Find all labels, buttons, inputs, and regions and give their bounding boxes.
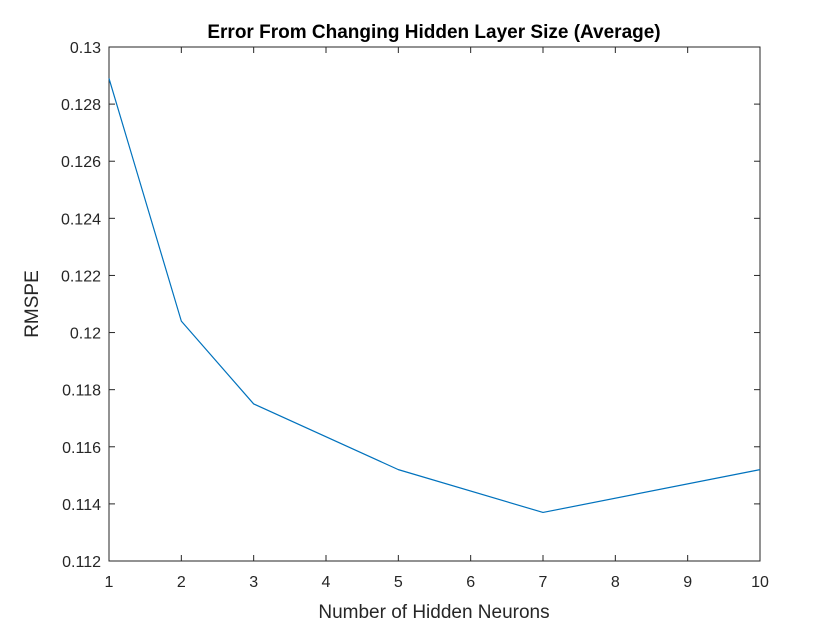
plot-area <box>109 47 760 561</box>
y-tick-label: 0.128 <box>61 97 101 114</box>
x-tick-label: 8 <box>611 574 620 591</box>
x-tick-label: 6 <box>466 574 475 591</box>
x-tick-label: 10 <box>751 574 769 591</box>
x-tick-label: 5 <box>394 574 403 591</box>
y-tick-label: 0.124 <box>61 211 101 228</box>
y-tick-label: 0.12 <box>70 326 101 343</box>
y-tick-label: 0.114 <box>62 497 101 514</box>
y-tick-label: 0.126 <box>61 154 101 171</box>
x-tick-label: 4 <box>322 574 331 591</box>
y-tick-label: 0.13 <box>70 40 101 57</box>
x-tick-label: 7 <box>539 574 548 591</box>
y-tick-label: 0.122 <box>61 268 101 285</box>
y-tick-label: 0.112 <box>62 554 101 571</box>
x-tick-label: 3 <box>249 574 258 591</box>
x-tick-label: 1 <box>105 574 114 591</box>
x-tick-label: 2 <box>177 574 186 591</box>
x-tick-label: 9 <box>683 574 692 591</box>
chart-title: Error From Changing Hidden Layer Size (A… <box>207 22 660 43</box>
y-tick-label: 0.116 <box>62 440 101 457</box>
x-axis-label: Number of Hidden Neurons <box>318 602 549 623</box>
y-axis-label: RMSPE <box>22 270 43 338</box>
y-tick-label: 0.118 <box>62 383 101 400</box>
